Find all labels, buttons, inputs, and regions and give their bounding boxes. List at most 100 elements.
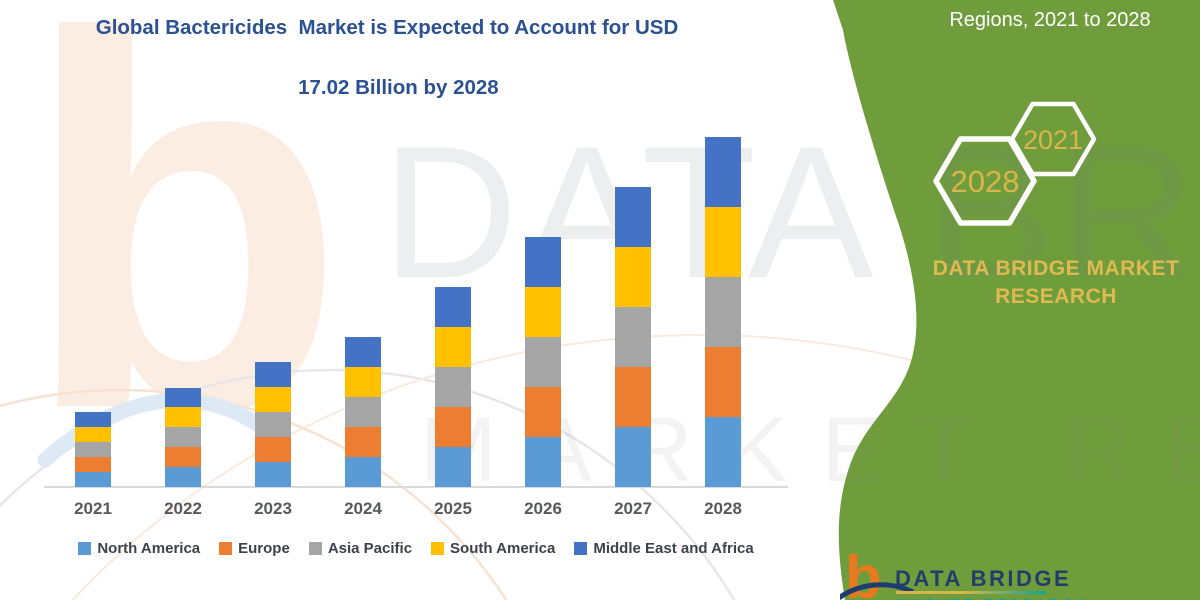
legend-item: Middle East and Africa	[574, 540, 754, 557]
bar-segment	[705, 347, 741, 418]
bar-segment	[165, 447, 201, 468]
hexagon-2021	[1009, 101, 1097, 177]
bar-segment	[75, 427, 111, 442]
bar-segment	[165, 387, 201, 408]
bar-segment	[705, 277, 741, 348]
legend-swatch-icon	[308, 542, 322, 555]
green-panel-shape	[833, 0, 1200, 600]
panel-brand-text: DATA BRIDGE MARKET RESEARCH	[915, 255, 1197, 311]
footer-sub-text: MARKET RESEARCH	[897, 596, 1089, 600]
x-axis-label: 2024	[344, 499, 382, 518]
legend-label: South America	[450, 540, 556, 557]
bar-segment	[525, 287, 561, 337]
x-axis-line	[44, 486, 788, 488]
bar-segment	[705, 207, 741, 278]
bar-segment	[615, 247, 651, 307]
stacked-bar-2022	[165, 387, 201, 487]
bar-segment	[435, 406, 471, 447]
bar-segment	[75, 412, 111, 427]
bar-segment	[615, 187, 651, 247]
bar-segment	[165, 407, 201, 428]
bar-segment	[525, 337, 561, 387]
stacked-bar-2024	[345, 337, 381, 487]
legend-label: Asia Pacific	[327, 540, 413, 557]
chart-title-line2: 17.02 Billion by 2028	[298, 76, 499, 99]
bar-segment	[165, 467, 201, 487]
bar-segment	[615, 367, 651, 427]
bar-segment	[435, 326, 471, 367]
bar-segment	[345, 367, 381, 397]
bar-segment	[615, 307, 651, 367]
x-axis-label: 2025	[434, 499, 472, 518]
legend-swatch-icon	[78, 542, 92, 555]
chart-legend: North America Europe Asia Pacific South Ame…	[40, 540, 792, 557]
stacked-bar-2021	[75, 412, 111, 487]
bar-segment	[705, 417, 741, 487]
bar-segment	[75, 457, 111, 472]
blue-swoosh-watermark	[37, 393, 266, 468]
bar-segment	[525, 387, 561, 437]
peach-arc	[0, 388, 508, 600]
chart-title: Global Bactericides Market is Expected t…	[42, 13, 732, 133]
bar-segment	[435, 446, 471, 487]
footer-logo-swoosh-icon	[840, 582, 915, 600]
bar-segment	[435, 286, 471, 327]
bar-segment	[255, 411, 291, 437]
bar-segment	[75, 472, 111, 487]
bar-segment	[75, 442, 111, 457]
hexagon-2028-label: 2028	[951, 164, 1020, 199]
bar-segment	[525, 237, 561, 287]
bar-segment	[255, 436, 291, 462]
panel-header-text: Regions, 2021 to 2028	[949, 9, 1151, 31]
bar-segment	[345, 427, 381, 457]
legend-item: Europe	[219, 540, 290, 557]
legend-item: South America	[431, 540, 555, 557]
footer-brand-text: DATA BRIDGE	[895, 566, 1072, 591]
hexagon-2021-label: 2021	[1023, 125, 1083, 155]
watermark-text-line1: DATA BRIDGE	[382, 107, 1200, 317]
stacked-bar-2026	[525, 237, 561, 487]
bar-segment	[345, 337, 381, 367]
x-axis-label: 2026	[524, 499, 562, 518]
bar-segment	[165, 427, 201, 448]
legend-label: North America	[97, 540, 201, 557]
panel-brand-line2: RESEARCH	[995, 285, 1117, 308]
panel-brand-line1: DATA BRIDGE MARKET	[932, 257, 1180, 280]
legend-item: Asia Pacific	[308, 540, 413, 557]
x-axis-label: 2022	[164, 499, 202, 518]
bar-segment	[255, 361, 291, 387]
legend-swatch-icon	[431, 542, 445, 555]
bar-segment	[255, 386, 291, 412]
legend-label: Middle East and Africa	[593, 540, 754, 557]
hexagon-2028	[933, 136, 1037, 226]
x-axis-label: 2028	[704, 499, 742, 518]
legend-label: Europe	[238, 540, 290, 557]
bar-segment	[705, 137, 741, 208]
wide-peach-arc	[71, 334, 1200, 600]
legend-item: North America	[78, 540, 200, 557]
x-axis-label: 2023	[254, 499, 292, 518]
stacked-bar-2023	[255, 361, 291, 487]
stacked-bar-2028	[705, 137, 741, 487]
bar-segment	[345, 397, 381, 427]
bar-segment	[255, 461, 291, 487]
bar-segment	[435, 366, 471, 407]
bar-segment	[525, 437, 561, 487]
footer-brand-underline	[896, 591, 1046, 594]
chart-title-line1: Global Bactericides Market is Expected t…	[95, 16, 679, 39]
footer-logo: b DATA BRIDGE MARKET RESEARCH	[840, 548, 1200, 600]
bar-segment	[345, 457, 381, 487]
stacked-bar-2025	[435, 286, 471, 487]
legend-swatch-icon	[219, 542, 233, 555]
stacked-bar-2027	[615, 187, 651, 487]
bar-segment	[615, 427, 651, 487]
gray-arc	[0, 368, 736, 600]
legend-swatch-icon	[574, 542, 588, 555]
x-axis-label: 2021	[74, 499, 112, 518]
x-axis-label: 2027	[614, 499, 652, 518]
